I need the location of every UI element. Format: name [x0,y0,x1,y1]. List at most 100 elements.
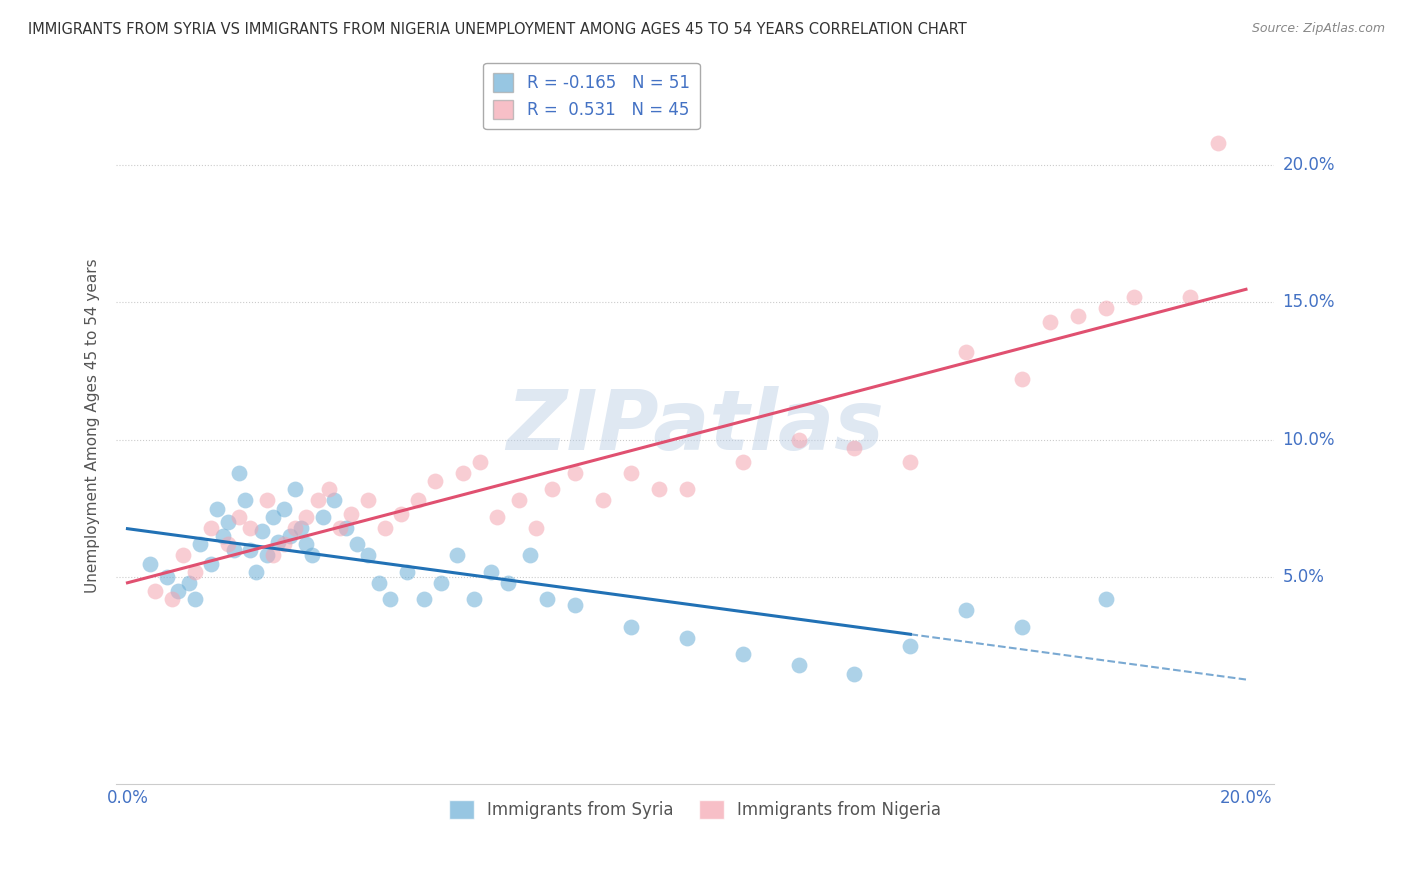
Point [301,549,323,563]
Point [346,537,368,551]
Point [844,441,866,455]
Point [446,549,468,563]
Point [423,474,446,488]
Point [267,534,290,549]
Point [323,493,346,508]
Point [955,603,977,617]
Y-axis label: Unemployment Among Ages 45 to 54 years: Unemployment Among Ages 45 to 54 years [86,259,100,593]
Point [519,549,541,563]
Point [183,592,205,607]
Point [406,493,429,508]
Point [273,537,295,551]
Point [239,521,262,535]
Point [139,557,162,571]
Point [620,466,643,480]
Point [485,509,508,524]
Point [228,466,250,480]
Point [1178,290,1201,304]
Point [222,542,245,557]
Point [1095,592,1118,607]
Point [479,565,502,579]
Point [290,521,312,535]
Point [787,433,810,447]
Point [228,509,250,524]
Point [318,483,340,497]
Point [731,455,754,469]
Point [374,521,396,535]
Point [312,509,335,524]
Point [188,537,211,551]
Point [245,565,267,579]
Point [295,509,318,524]
Point [396,565,419,579]
Point [524,521,547,535]
Point [1206,136,1229,150]
Point [273,501,295,516]
Point [429,576,451,591]
Point [508,493,530,508]
Point [256,549,278,563]
Point [183,565,205,579]
Point [340,507,363,521]
Point [278,529,301,543]
Point [211,529,233,543]
Point [496,576,519,591]
Text: ZIPatlas: ZIPatlas [506,385,884,467]
Point [368,576,391,591]
Point [205,501,228,516]
Point [900,455,922,469]
Point [357,549,380,563]
Point [1123,290,1146,304]
Point [955,344,977,359]
Legend: Immigrants from Syria, Immigrants from Nigeria: Immigrants from Syria, Immigrants from N… [443,793,948,825]
Point [1011,620,1033,634]
Point [177,576,200,591]
Point [262,549,284,563]
Point [335,521,357,535]
Text: 15.0%: 15.0% [1282,293,1334,311]
Point [160,592,183,607]
Point [380,592,402,607]
Point [145,584,167,599]
Point [200,521,222,535]
Point [295,537,318,551]
Point [307,493,329,508]
Point [844,666,866,681]
Text: IMMIGRANTS FROM SYRIA VS IMMIGRANTS FROM NIGERIA UNEMPLOYMENT AMONG AGES 45 TO 5: IMMIGRANTS FROM SYRIA VS IMMIGRANTS FROM… [28,22,967,37]
Point [620,620,643,634]
Point [239,542,262,557]
Point [200,557,222,571]
Point [541,483,564,497]
Point [1039,315,1062,329]
Text: 5.0%: 5.0% [1282,568,1324,586]
Point [284,521,307,535]
Point [329,521,352,535]
Point [262,509,284,524]
Point [463,592,485,607]
Point [451,466,474,480]
Text: 10.0%: 10.0% [1282,431,1334,449]
Point [675,631,697,645]
Point [284,483,307,497]
Point [731,648,754,662]
Point [648,483,671,497]
Point [217,516,239,530]
Point [172,549,194,563]
Point [412,592,434,607]
Point [1011,372,1033,386]
Point [217,537,239,551]
Point [166,584,188,599]
Point [536,592,558,607]
Point [1095,301,1118,315]
Point [250,524,273,538]
Point [391,507,413,521]
Point [564,466,586,480]
Point [564,598,586,612]
Point [900,639,922,653]
Point [787,658,810,673]
Point [468,455,491,469]
Point [256,493,278,508]
Point [675,483,697,497]
Point [155,570,177,584]
Point [357,493,380,508]
